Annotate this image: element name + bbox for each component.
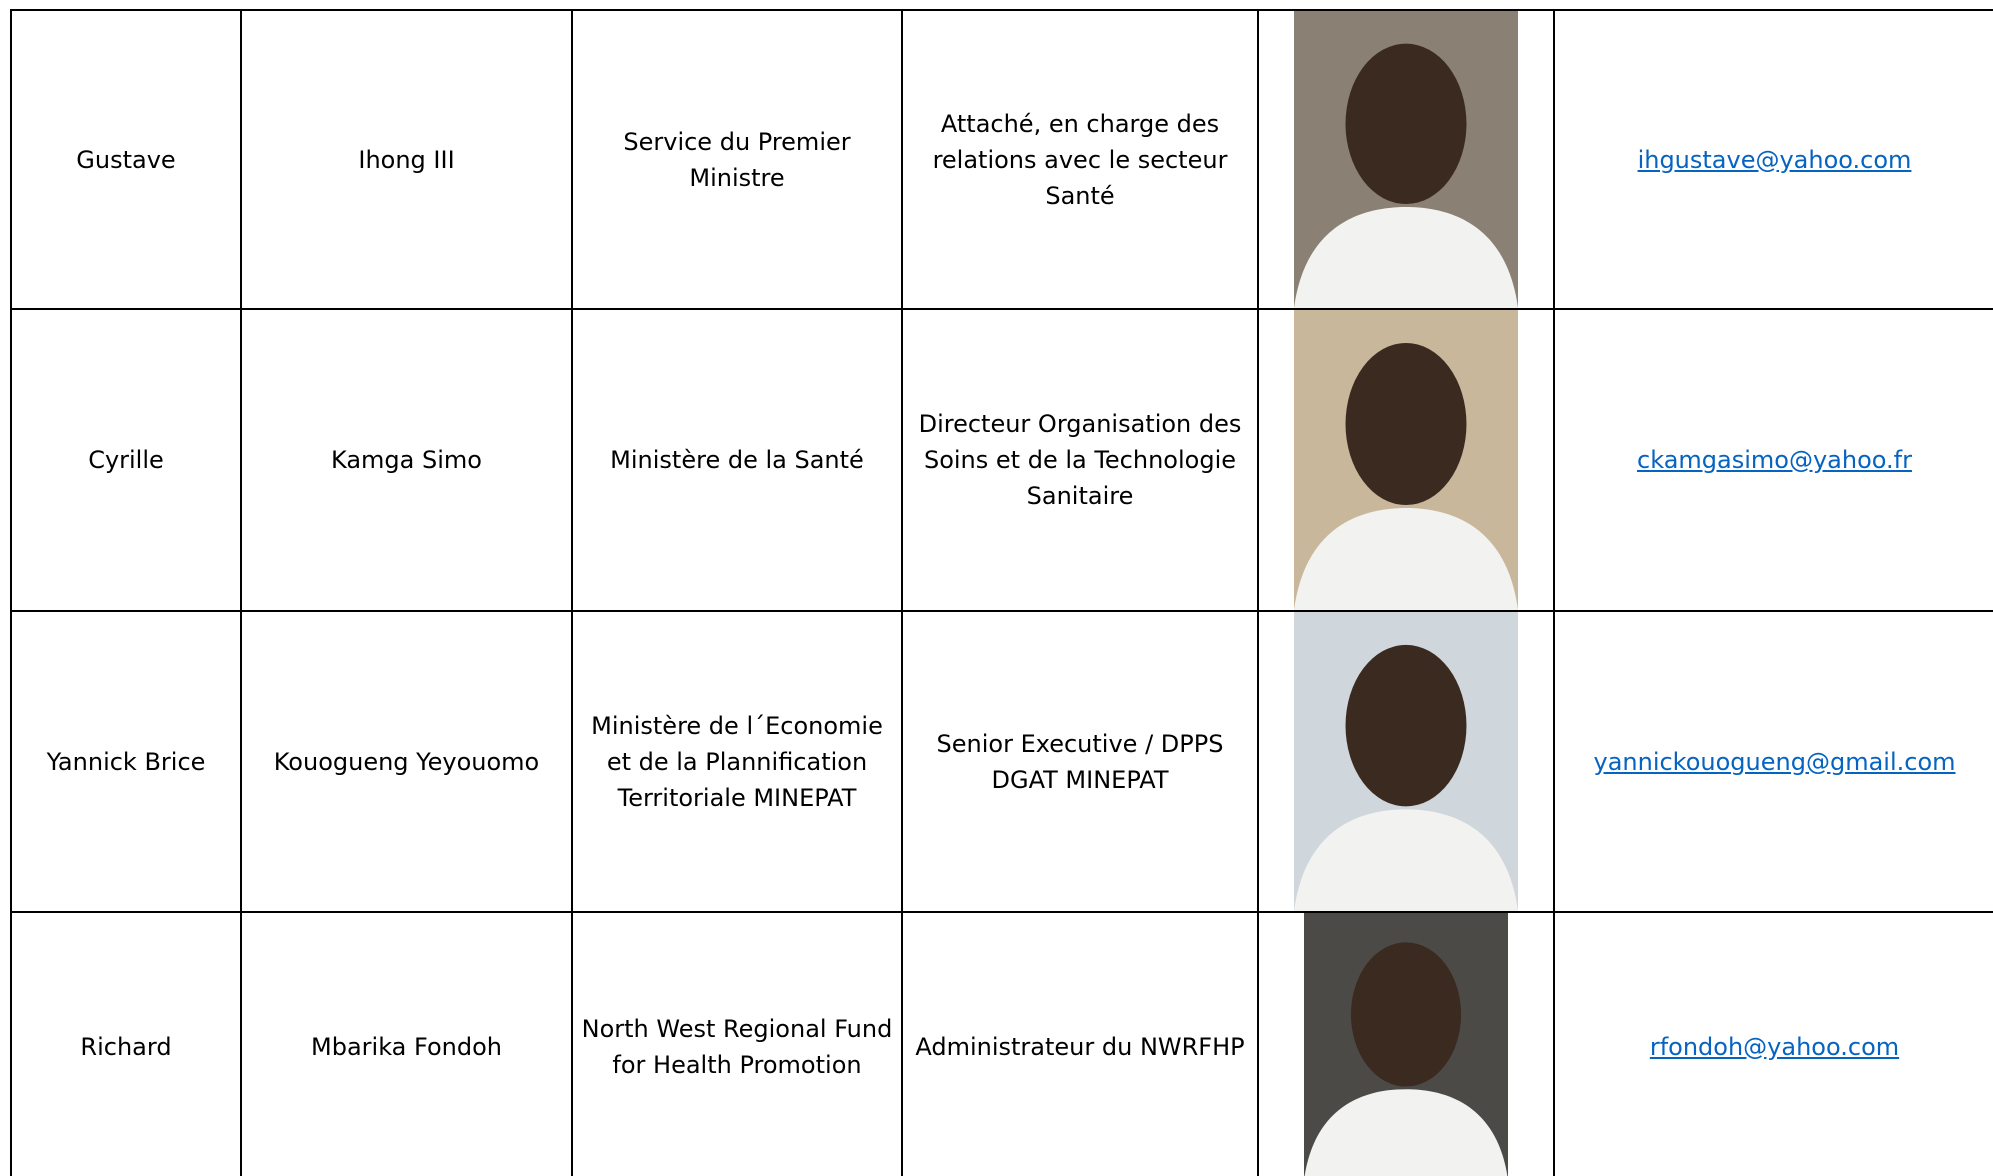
table-row: Gustave Ihong III Service du Premier Minis… [10,9,1993,310]
organization: North West Regional Fund for Health Prom… [571,911,903,1176]
email-cell: ckamgasimo@yahoo.fr [1553,308,1993,612]
table-row: Cyrille Kamga Simo Ministère de la Santé Di… [10,308,1993,612]
position: Senior Executive / DPPS DGAT MINEPAT [901,610,1259,913]
portrait-photo [1304,913,1508,1176]
portrait-photo [1294,612,1518,911]
photo-cell [1257,9,1555,310]
organization: Service du Premier Ministre [571,9,903,310]
photo-cell [1257,308,1555,612]
first-name: Richard [10,911,242,1176]
table-row: Yannick Brice Kouogueng Yeyouomo Ministère… [10,610,1993,913]
first-name: Yannick Brice [10,610,242,913]
email-link[interactable]: ckamgasimo@yahoo.fr [1637,446,1912,474]
photo-cell [1257,911,1555,1176]
portrait-photo [1294,310,1518,610]
table-row: Richard Mbarika Fondoh North West Regional… [10,911,1993,1176]
email-link[interactable]: rfondoh@yahoo.com [1649,1032,1900,1061]
organization: Ministère de l´Economie et de la Plannif… [571,610,903,913]
last-name: Kamga Simo [240,308,573,612]
last-name: Ihong III [240,9,573,310]
last-name: Kouogueng Yeyouomo [240,610,573,913]
email-link[interactable]: ihgustave@yahoo.com [1637,145,1912,174]
photo-cell [1257,610,1555,913]
first-name: Gustave [10,9,242,310]
contacts-table: Gustave Ihong III Service du Premier Minis… [10,9,1993,1176]
table-body: Gustave Ihong III Service du Premier Minis… [10,9,1993,1176]
position: Attaché, en charge des relations avec le… [901,9,1259,310]
email-cell: rfondoh@yahoo.com [1553,911,1993,1176]
organization: Ministère de la Santé [571,308,903,612]
position: Directeur Organisation des Soins et de l… [901,308,1259,612]
first-name: Cyrille [10,308,242,612]
portrait-photo [1294,11,1518,308]
email-cell: ihgustave@yahoo.com [1553,9,1993,310]
position: Administrateur du NWRFHP [901,911,1259,1176]
email-link[interactable]: yannickouogueng@gmail.com [1593,747,1956,776]
last-name: Mbarika Fondoh [240,911,573,1176]
email-cell: yannickouogueng@gmail.com [1553,610,1993,913]
